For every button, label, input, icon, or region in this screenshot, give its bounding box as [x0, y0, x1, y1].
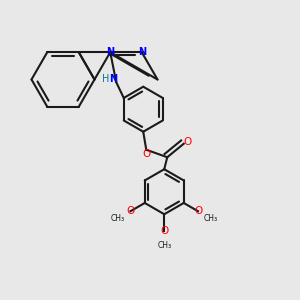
Text: CH₃: CH₃ [157, 241, 171, 250]
Text: H: H [102, 74, 110, 84]
Text: CH₃: CH₃ [203, 214, 218, 223]
Text: N: N [106, 47, 114, 57]
Text: N: N [109, 74, 117, 84]
Text: N: N [138, 47, 146, 57]
Text: O: O [183, 137, 191, 147]
Text: O: O [126, 206, 135, 216]
Text: O: O [194, 206, 202, 216]
Text: O: O [142, 149, 150, 159]
Text: CH₃: CH₃ [111, 214, 125, 223]
Text: O: O [160, 226, 168, 236]
